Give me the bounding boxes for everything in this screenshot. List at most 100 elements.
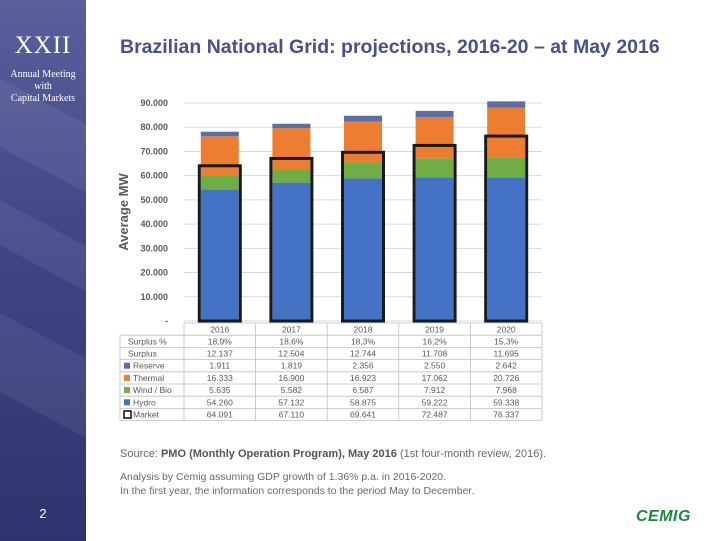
x-tick-label: 2020 [497,325,516,335]
table-cell: 12.137 [207,349,233,359]
bar-segment-wind-bio [344,162,382,179]
analysis-line: Analysis by Cemig assuming GDP growth of… [120,471,447,483]
bar-segment-thermal [200,136,239,176]
table-cell: 2.356 [352,361,374,371]
source-suffix: (1st four-month review, 2016). [396,448,547,460]
legend-key [124,374,130,381]
table-cell: 18,9% [208,336,233,346]
table-cell: 11.708 [422,349,448,359]
table-row-label: Reserve [133,361,165,371]
table-row-label: Hydro [133,397,156,407]
bar-segment-hydro [415,177,454,321]
table-row-label: Market [133,410,160,420]
table-row-label: Surplus [128,349,157,359]
table-cell: 59.222 [422,397,448,407]
y-tick-label: 80.000 [140,122,168,132]
bar-segment-reserve [415,110,454,118]
bar-segment-wind-bio [487,157,526,178]
table-cell: 12.504 [278,349,304,359]
y-tick-label: 20.000 [140,268,168,278]
table-cell: 59.338 [493,397,519,407]
market-outline [412,143,457,323]
table-row-label: Thermal [133,373,164,383]
meeting-subtitle-line: with [34,81,52,92]
table-cell: 69.641 [350,410,376,420]
bar-segment-hydro [344,178,382,321]
bar-segment-wind-bio [415,158,454,178]
table-row-label: Wind / Bio [133,385,172,395]
table-cell: 64.091 [207,410,233,420]
table-cell: 57.132 [278,397,304,407]
x-tick-label: 2016 [210,325,229,335]
source-line: Source: PMO (Monthly Operation Program),… [120,448,546,460]
table-cell: 16,2% [423,336,448,346]
y-tick-label: 50.000 [140,195,168,205]
y-axis-label: Average MW [116,173,131,251]
bar-segment-thermal [272,128,311,170]
table-cell: 16.923 [350,373,376,383]
table-cell: 5.635 [209,385,231,395]
bar-segment-wind-bio [200,175,239,190]
table-cell: 7.968 [496,385,518,395]
meeting-subtitle-line: Annual Meeting [10,69,76,80]
market-outline [341,150,385,323]
market-outline [269,156,314,323]
table-cell: 58.875 [350,397,376,407]
table-cell: 20.726 [493,373,519,383]
sidebar: XXII Annual Meeting with Capital Markets… [0,0,86,541]
slide-title: Brazilian National Grid: projections, 20… [120,36,660,58]
sidebar-stripe [0,181,86,339]
source-prefix: Source: [120,448,161,460]
table-cell: 16.900 [278,373,304,383]
analysis-line: In the first year, the information corre… [120,485,475,497]
legend-key [124,362,130,369]
table-cell: 1.819 [281,361,303,371]
table-row-label: Surplus % [128,336,167,346]
table-cell: 15,3% [494,336,519,346]
sidebar-stripe [0,307,86,483]
table-cell: 12.744 [350,349,376,359]
bar-segment-hydro [200,189,239,321]
market-outline [197,164,242,323]
x-tick-label: 2018 [354,325,373,335]
table-cell: 16.333 [207,373,233,383]
bar-segment-thermal [344,121,382,163]
bar-segment-reserve [344,115,382,122]
projection-chart: - 10.000 20.000 30.000 40.000 50.000 60.000 70.… [116,98,543,422]
table-cell: 67.110 [279,410,305,420]
x-tick-label: 2017 [282,325,301,335]
y-tick-label: - [165,316,168,326]
meeting-subtitle: Annual Meeting with Capital Markets [0,69,86,105]
bar-segment-hydro [272,182,311,321]
table-cell: 2.642 [496,361,518,371]
y-tick-label: 30.000 [140,243,168,253]
table-cell: 2.550 [424,361,446,371]
y-tick-label: 90.000 [140,98,168,108]
bar-segment-thermal [487,107,526,158]
bar-segment-thermal [415,117,454,159]
market-outline [484,134,529,323]
legend-key [124,387,130,394]
source-name: PMO (Monthly Operation Program), May 201… [160,448,397,460]
x-tick-label: 2019 [425,325,444,335]
page-number: 2 [39,506,47,521]
bar-segment-hydro [487,177,526,321]
y-tick-label: 70.000 [140,146,168,156]
table-cell: 54.260 [207,397,233,407]
table-cell: 1.911 [209,361,230,371]
legend-key-market [123,410,132,419]
table-cell: 7.912 [424,385,446,395]
table-cell: 5.582 [281,385,303,395]
meeting-subtitle-line: Capital Markets [10,93,76,104]
bar-segment-wind-bio [272,169,311,183]
bar-segment-reserve [272,123,311,129]
y-tick-label: 40.000 [140,219,168,229]
bar-segment-reserve [487,101,526,108]
analysis-note: Analysis by Cemig assuming GDP growth of… [120,470,474,498]
table-cell: 11.695 [494,349,520,359]
y-tick-label: 10.000 [140,292,168,302]
table-cell: 76.337 [493,410,519,420]
legend-key [124,399,130,406]
bar-segment-reserve [200,131,239,137]
table-cell: 18,3% [351,336,376,346]
